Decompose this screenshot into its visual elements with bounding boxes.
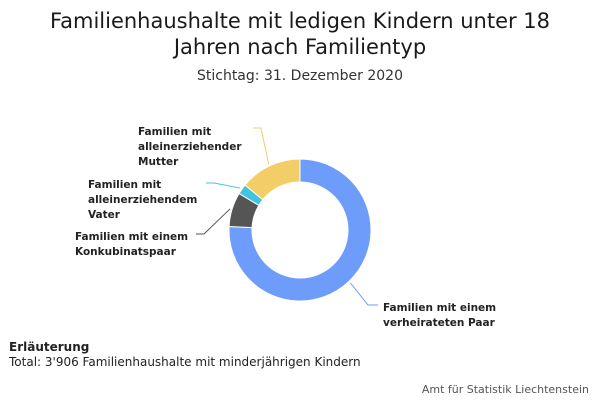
label-connector [349, 282, 378, 306]
label-connector [206, 182, 241, 189]
note-text: Total: 3'906 Familienhaushalte mit minde… [9, 355, 361, 369]
slice-label: Familien mit einem verheirateten Paar [383, 302, 496, 329]
slice-label: Familien mit alleinerziehender Mutter [138, 126, 242, 168]
donut-slice[interactable] [244, 158, 301, 201]
donut-slices [228, 158, 372, 302]
label-connector [253, 127, 270, 165]
slice-label: Familien mit alleinerziehendem Vater [88, 179, 197, 221]
chart-title: Familienhaushalte mit ledigen Kindern un… [49, 9, 551, 59]
label-connectors [196, 127, 378, 306]
chart-subtitle: Stichtag: 31. Dezember 2020 [196, 68, 403, 84]
label-connector [196, 208, 231, 235]
slice-labels: Familien mit einem verheirateten Paar Fami… [75, 126, 496, 329]
slice-label: Familien mit einem Konkubinatspaar [75, 231, 188, 258]
credits-link[interactable]: Amt für Statistik Liechtenstein [421, 383, 589, 396]
note-heading: Erläuterung [9, 340, 90, 354]
donut-slice[interactable] [228, 158, 372, 302]
